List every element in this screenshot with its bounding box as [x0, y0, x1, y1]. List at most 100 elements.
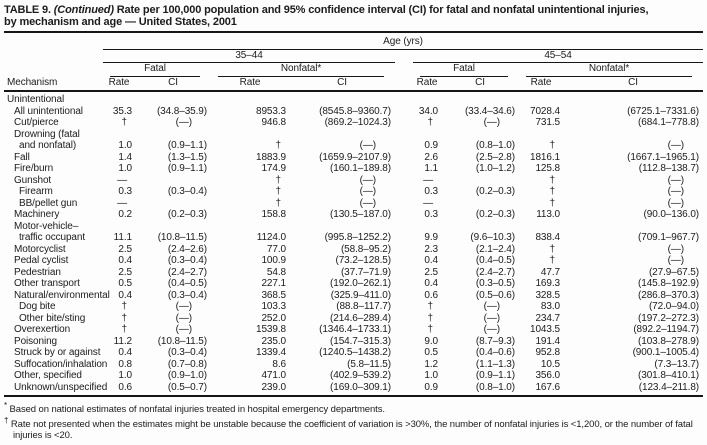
- rate-cell: 8.6: [272, 358, 286, 370]
- ci-cell: (37.7–71.9): [340, 266, 391, 278]
- table-bottom-rule: [4, 395, 703, 397]
- row-label: Machinery: [14, 209, 60, 220]
- ci-cell: (—): [483, 301, 500, 312]
- rate-cell: †: [427, 312, 434, 324]
- rate-cell: 1.0: [424, 370, 438, 381]
- column-gap: [395, 370, 413, 382]
- column-gap: [395, 175, 413, 187]
- row-label: Other transport: [14, 278, 80, 289]
- column-gap: [395, 290, 413, 302]
- outcome-nonfatal-1: Nonfatal*: [211, 63, 395, 77]
- row-label: Gunshot: [14, 174, 52, 186]
- ci-cell: (160.1–189.8): [330, 163, 391, 174]
- rate-cell: 1.0: [118, 163, 132, 174]
- rate-cell: †: [549, 174, 556, 186]
- ci-cell: (10.8–11.5): [157, 335, 207, 347]
- column-gap: [395, 244, 413, 256]
- rate-cell: 169.3: [535, 278, 560, 289]
- ci-cell: (9.6–10.3): [470, 232, 515, 243]
- rate-cell: 1539.8: [256, 324, 286, 335]
- rate-cell: 356.0: [535, 370, 560, 381]
- ci-cell: (0.8–1.0): [475, 140, 515, 151]
- ci-column-header: CI: [135, 76, 211, 92]
- row-label: Other, specified: [14, 370, 82, 381]
- column-gap: [395, 324, 413, 336]
- ci-cell: (—): [359, 197, 376, 209]
- rate-cell: 113.0: [536, 209, 560, 220]
- ci-cell: (—): [359, 174, 376, 186]
- ci-cell: (0.4–0.5): [167, 278, 207, 289]
- row-label: Unknown/unspecified: [14, 381, 108, 393]
- ci-cell: (0.2–0.3): [475, 186, 515, 197]
- ci-cell: (—): [667, 255, 685, 266]
- rate-cell: 7028.4: [530, 105, 560, 117]
- column-gap: [395, 347, 413, 359]
- row-label: Motorcyclist: [14, 243, 66, 255]
- rate-cell: 34.0: [418, 105, 438, 117]
- age-group-45-54: 45–54: [413, 49, 704, 63]
- ci-cell: (0.4–0.6): [475, 347, 515, 358]
- table-row: Fall 1.4 (1.3–1.5) 1883.9 (1659.9–2107.9) 2.6…: [4, 152, 703, 164]
- ci-column-header: CI: [289, 76, 395, 92]
- rate-cell: †: [549, 255, 556, 266]
- rate-cell: 2.5: [118, 243, 132, 255]
- rate-cell: †: [121, 117, 128, 128]
- ci-cell: (995.8–1252.2): [324, 232, 392, 243]
- rate-cell: 328.5: [535, 289, 560, 301]
- rate-cell: 47.7: [540, 266, 560, 278]
- ci-cell: (—): [483, 324, 500, 335]
- table-row: Unknown/unspecified 0.6 (0.5–0.7) 239.0 (169…: [4, 382, 703, 394]
- rate-cell: †: [427, 117, 434, 128]
- row-label: Poisoning: [14, 335, 58, 347]
- age-group-row: 35–44 45–54: [4, 49, 704, 63]
- rate-cell: 0.8: [118, 358, 132, 370]
- rate-cell: 10.5: [540, 358, 560, 370]
- ci-cell: (2.4–2.6): [167, 243, 207, 255]
- table-row: Struck by or against 0.4 (0.3–0.4) 1339.4 (1…: [4, 347, 703, 359]
- rate-cell: †: [121, 324, 128, 335]
- rate-cell: 11.2: [113, 335, 132, 347]
- ci-cell: (684.1–778.8): [638, 117, 700, 128]
- ci-cell: (0.5–0.7): [167, 381, 207, 393]
- rate-cell: —: [423, 174, 433, 186]
- ci-cell: (—): [175, 301, 192, 312]
- column-gap: [395, 186, 413, 198]
- table-row: Overexertion † (—) 1539.8 (1346.4–1733.1) † (—…: [4, 324, 703, 336]
- rate-cell: 471.0: [261, 370, 286, 381]
- rate-cell: 1.2: [424, 358, 438, 370]
- ci-cell: (—): [483, 312, 500, 324]
- rate-cell: †: [121, 312, 128, 324]
- table-row: Poisoning 11.2 (10.8–11.5) 235.0 (154.7–315.…: [4, 336, 703, 348]
- table-row: Suffocation/inhalation 0.8 (0.7–0.8) 8.6 (5.…: [4, 359, 703, 371]
- table-row: Gunshot — † (—) — † (—): [4, 175, 703, 187]
- rate-cell: †: [275, 140, 282, 151]
- row-label: Cut/pierce: [14, 117, 59, 128]
- ci-cell: (8545.8–9360.7): [319, 105, 391, 117]
- section-label: Unintentional: [7, 94, 65, 105]
- rate-cell: 0.2: [118, 209, 132, 220]
- table-row: Other, specified 1.0 (0.9–1.0) 471.0 (402.9–…: [4, 370, 703, 382]
- table-row: Cut/pierce † (—) 946.8 (869.2–1024.3) † (—) 731…: [4, 117, 703, 129]
- column-gap: [395, 152, 413, 164]
- rate-cell: 838.4: [535, 232, 560, 243]
- ci-cell: (169.0–309.1): [330, 381, 391, 393]
- row-label: BB/pellet gun: [19, 197, 78, 209]
- ci-cell: (—): [359, 186, 376, 197]
- ci-cell: (0.4–0.5): [475, 255, 515, 266]
- rate-cell: —: [117, 197, 127, 209]
- ci-cell: (88.8–117.7): [336, 301, 391, 312]
- ci-cell: (5.8–11.5): [347, 358, 391, 370]
- table-title-line1: TABLE 9. (Continued) Rate per 100,000 po…: [4, 4, 703, 17]
- rate-cell: 235.0: [261, 335, 286, 347]
- rate-cell: 191.4: [535, 335, 560, 347]
- rate-column-header: Rate: [413, 76, 441, 92]
- rate-column-header: Rate: [103, 76, 135, 92]
- rate-cell: 83.0: [540, 301, 560, 312]
- rate-cell: 9.0: [424, 335, 438, 347]
- rate-column-header: Rate: [519, 76, 563, 92]
- ci-cell: (58.8–95.2): [340, 243, 391, 255]
- ci-cell: (1.0–1.2): [475, 163, 515, 174]
- ci-cell: (1659.9–2107.9): [319, 151, 391, 163]
- rate-cell: 2.5: [424, 266, 438, 278]
